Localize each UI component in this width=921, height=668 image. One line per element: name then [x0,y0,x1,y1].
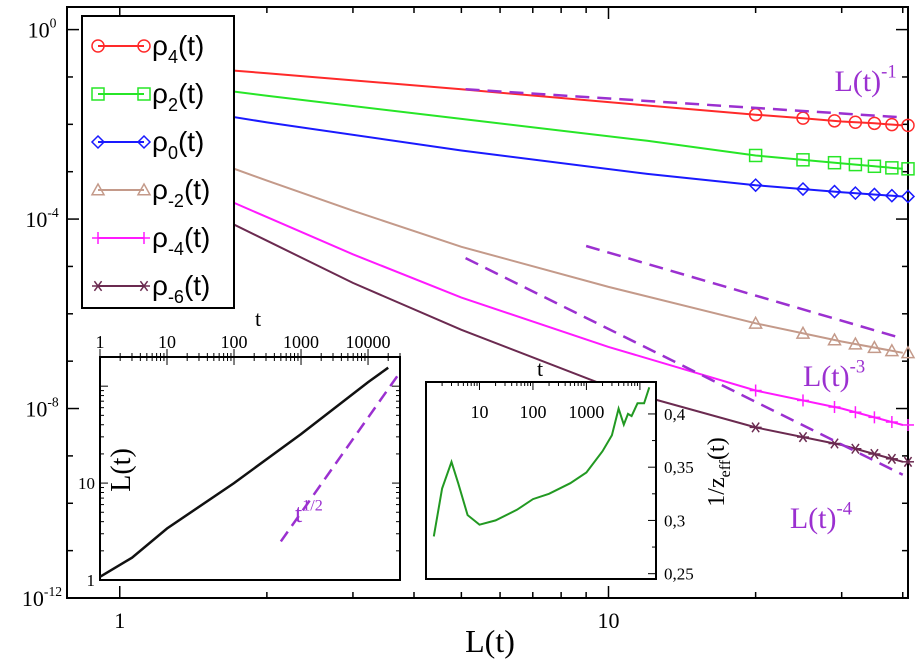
legend-marker [91,39,105,53]
series-marker-rho_0 [795,181,811,197]
inset-left-top-label: t [255,306,261,331]
inset-right-series-line [432,386,651,537]
inset-right: 10 100 1000 t 0,25 0,3 0,35 0,4 1/zeff(t) [425,356,734,584]
legend: ρ4(t) ρ2(t) ρ0(t) ρ-2(t) ρ-4(t) ρ-6(t) [81,15,235,309]
series-marker-rho_-6-d2 [830,438,839,449]
series-marker-rho_-6-d2 [903,456,913,468]
legend-marker [91,87,105,101]
inset-left-y-tick-label: 10 [78,474,95,493]
series-marker-rho_0 [900,189,916,204]
series-marker-rho_4 [901,118,915,133]
series-marker-rho_4 [848,115,863,129]
y-tick-label: 10-4 [25,205,59,232]
series-marker-rho_2 [901,162,915,176]
legend-label: ρ4(t) [152,30,204,67]
series-marker-rho_-2 [827,332,842,346]
inset-left-y-tick-label: 1 [87,571,96,590]
legend-item-rho_4: ρ4(t) [91,30,204,67]
series-marker-rho_-6-d2 [870,448,879,460]
series-marker-rho_0 [867,187,882,202]
inset-right-y-label: 1/zeff(t) [704,437,734,506]
x-tick-label: 1 [114,608,125,633]
series-marker-rho_-6-d2 [887,453,897,465]
guide-line-1 [585,244,904,340]
guide-label-0: L(t)-1 [834,62,896,99]
main-guides: L(t)-1 L(t)-3 L(t)-4 [465,62,904,536]
series-marker-rho_2 [848,157,863,172]
legend-marker [136,182,152,196]
legend-item-rho_0: ρ0(t) [90,126,204,163]
series-marker-rho_0 [827,184,842,199]
inset-left: 1 10 100 1000 10000 t 1 10 L(t) t1/2 [78,306,401,590]
legend-marker-d2 [93,280,103,292]
inset-left-guide-line [279,374,400,543]
inset-left-series-line [99,366,389,578]
y-tick-label: 10-8 [25,395,59,422]
inset-left-guide-label: t1/2 [295,497,323,528]
legend-marker [136,134,152,150]
y-tick-label: 10-12 [22,584,62,611]
legend-item-rho_-2: ρ-2(t) [90,174,210,211]
series-marker-rho_2 [867,159,882,174]
series-marker-rho_-6-d2 [751,422,760,433]
legend-marker [90,134,106,150]
inset-left-x-tick-label: 1 [96,332,105,352]
main-x-axis-label: L(t) [465,623,515,659]
series-marker-rho_-2 [900,345,916,359]
inset-right-y-tick-label: 0,3 [664,511,685,530]
inset-left-x-tick-label: 1000 [283,332,319,352]
series-marker-rho_-6-d2 [798,431,808,443]
legend-item-rho_-4: ρ-4(t) [92,222,210,259]
series-marker-rho_-2 [748,315,763,329]
series-marker-rho_2 [827,155,842,170]
series-marker-rho_-2 [867,340,882,354]
inset-left-y-label: L(t) [106,448,137,492]
series-marker-rho_2 [885,161,899,175]
series-marker-rho_4 [827,114,842,128]
legend-marker-d2 [139,280,149,292]
inset-right-top-label: t [537,356,543,381]
legend-label: ρ-2(t) [152,174,210,211]
legend-label: ρ-6(t) [152,270,210,307]
guide-line-0 [465,88,903,119]
inset-right-y-tick-label: 0,4 [664,405,686,424]
y-tick-label: 100 [28,16,57,43]
series-marker-rho_0 [848,186,863,201]
guide-label-1: L(t)-3 [803,356,865,393]
guide-line-2 [465,256,904,476]
series-marker-rho_4 [867,116,882,131]
x-tick-label: 10 [597,608,619,633]
main-frame [66,6,909,599]
legend-box [81,15,235,309]
guide-label-2: L(t)-4 [790,499,852,536]
inset-right-y-tick-label: 0,35 [664,458,694,477]
inset-right-x-tick-label: 100 [519,402,546,422]
legend-label: ρ2(t) [152,78,204,115]
inset-left-x-tick-label: 10 [158,332,176,352]
legend-label: ρ-4(t) [152,222,210,259]
legend-marker [90,182,106,196]
legend-marker [137,39,151,53]
series-marker-rho_-2 [848,336,863,350]
series-marker-rho_2 [748,148,763,163]
series-marker-rho_0 [884,188,899,203]
inset-right-x-tick-label: 1000 [568,402,604,422]
inset-right-y-tick-label: 0,25 [664,565,694,584]
main-axes: 1 10 100 10-4 10-8 10-12 [22,6,909,633]
inset-right-x-tick-label: 10 [470,402,488,422]
inset-left-x-tick-label: 100 [221,332,248,352]
legend-item-rho_2: ρ2(t) [91,78,204,115]
series-marker-rho_-2 [795,325,811,339]
legend-item-rho_-6: ρ-6(t) [92,270,210,307]
legend-label: ρ0(t) [152,126,204,163]
series-marker-rho_2 [796,153,810,167]
series-marker-rho_-2 [884,343,900,357]
series-marker-rho_-6-d2 [851,443,860,455]
inset-left-x-tick-label: 10000 [346,332,391,352]
series-marker-rho_0 [748,178,763,193]
series-marker-rho_4 [885,117,899,132]
legend-marker [137,87,151,101]
